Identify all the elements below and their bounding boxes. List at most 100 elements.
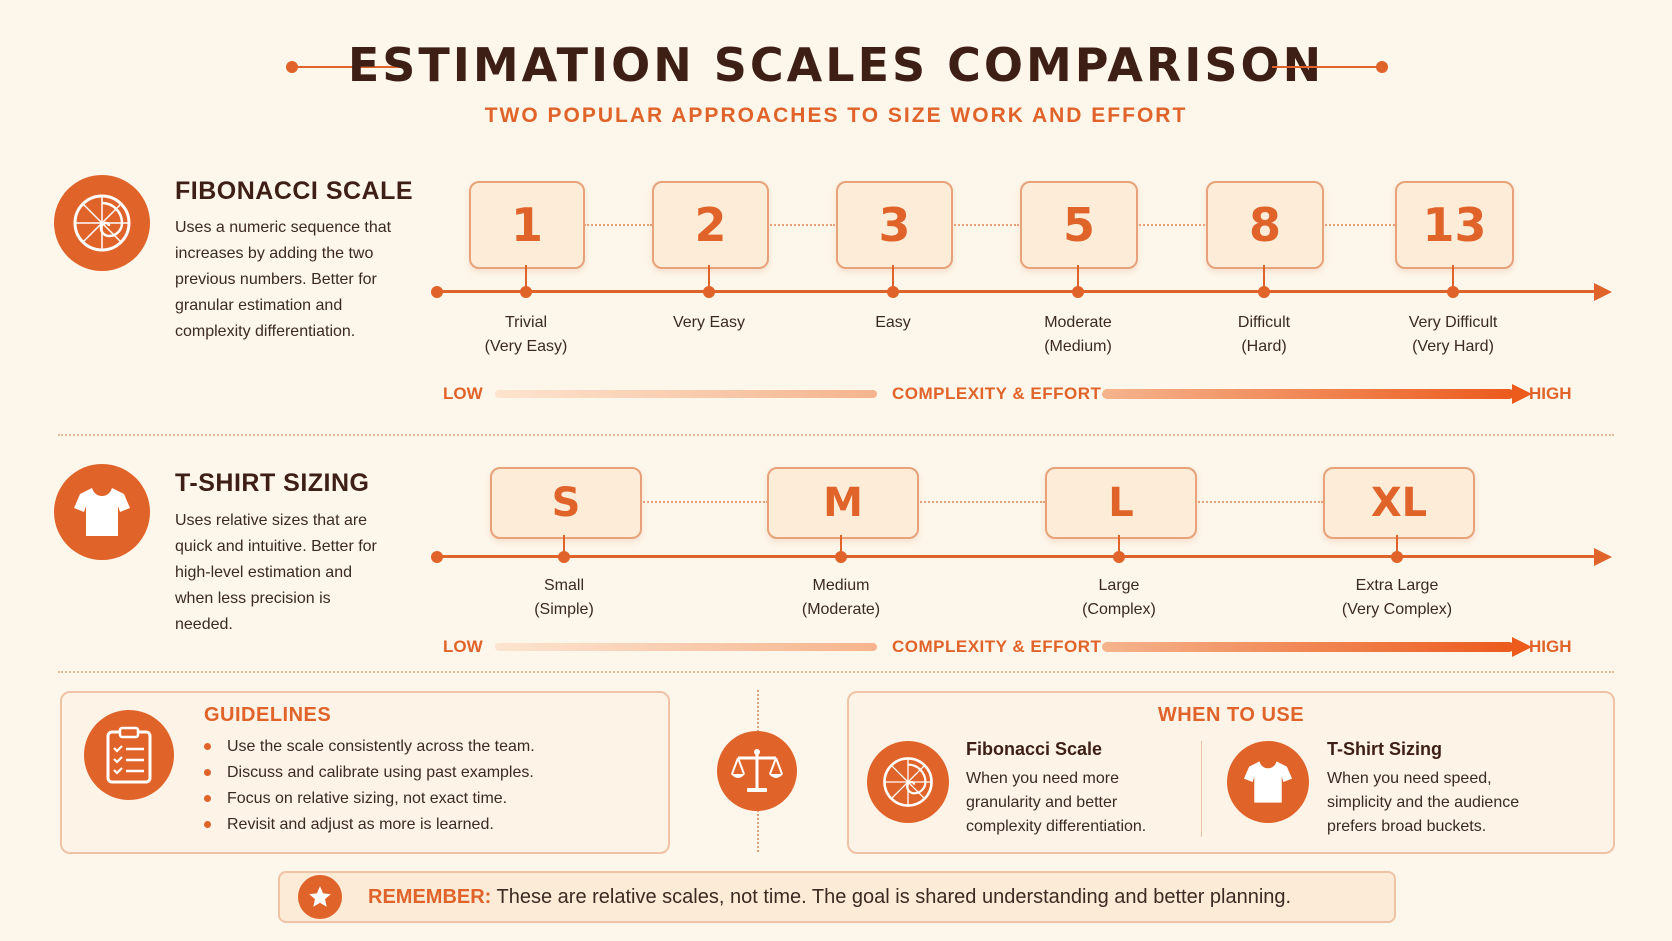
fib-tick-dot <box>887 286 899 298</box>
fib-label-13: Very Difficult (Very Hard) <box>1363 311 1543 359</box>
fib-label-2-line1: Very Easy <box>672 314 746 331</box>
tshirt-stem <box>840 535 842 555</box>
when-fibonacci-title: Fibonacci Scale <box>966 739 1103 759</box>
tshirt-description: Uses relative sizes that are quick and i… <box>175 512 377 633</box>
page-title: ESTIMATION SCALES COMPARISON <box>347 38 1325 92</box>
fibonacci-description: Uses a numeric sequence that increases b… <box>175 219 392 340</box>
remember-message: These are relative scales, not time. The… <box>491 885 1292 908</box>
guidelines-list: Use the scale consistently across the te… <box>204 734 535 837</box>
tshirt-gradient-arrow <box>1512 637 1532 657</box>
tshirt-icon <box>54 464 150 560</box>
tshirt-gradient-left <box>495 643 877 651</box>
fib-box-2: 2 <box>652 181 769 269</box>
tshirt-label-m-line1: Medium <box>812 577 870 594</box>
fib-box-5: 5 <box>1020 181 1138 269</box>
tshirt-tick-dot <box>835 551 847 563</box>
fib-tick-dot <box>1447 286 1459 298</box>
tshirt-stem <box>563 535 565 555</box>
tshirt-box-s: S <box>490 467 642 539</box>
fib-stem <box>1077 265 1079 290</box>
fib-stem <box>1452 265 1454 290</box>
fib-connector <box>584 224 652 226</box>
when-tshirt-title: T-Shirt Sizing <box>1327 739 1442 759</box>
guideline-item: Discuss and calibrate using past example… <box>204 760 535 785</box>
tshirt-label-m-line2: (Moderate) <box>801 601 881 618</box>
tshirt-title: T-SHIRT SIZING <box>175 469 370 497</box>
tshirt-axis-arrow <box>1594 548 1612 566</box>
balance-scale-icon <box>717 731 797 811</box>
tshirt-tick-dot <box>1391 551 1403 563</box>
bullet-dot <box>204 743 211 750</box>
fib-gradient-arrow <box>1512 384 1532 404</box>
remember-key: REMEMBER: <box>368 885 492 908</box>
fib-gradient-right <box>1102 389 1514 399</box>
guideline-item: Focus on relative sizing, not exact time… <box>204 786 535 811</box>
bullet-dot <box>204 821 211 828</box>
guideline-text: Focus on relative sizing, not exact time… <box>227 789 508 807</box>
tshirt-label-xl: Extra Large (Very Complex) <box>1307 574 1487 622</box>
fib-stem <box>525 265 527 290</box>
fib-low-label: LOW <box>443 384 483 403</box>
fibonacci-axis-arrow <box>1594 283 1612 301</box>
tshirt-complexity-label: COMPLEXITY & EFFORT <box>892 637 1102 656</box>
fib-connector <box>767 224 835 226</box>
clipboard-checklist-icon <box>84 710 174 800</box>
fib-tick-dot <box>703 286 715 298</box>
fib-high-label: HIGH <box>1529 384 1572 403</box>
title-right-dot <box>1376 61 1388 73</box>
fib-label-8-line1: Difficult <box>1237 314 1291 331</box>
fibonacci-spiral-icon <box>54 175 150 271</box>
when-to-use-divider <box>1201 741 1202 837</box>
tshirt-label-l-line1: Large <box>1098 577 1140 594</box>
bullet-dot <box>204 769 211 776</box>
tshirt-box-xl: XL <box>1323 467 1475 539</box>
fib-label-5-line1: Moderate <box>1044 314 1112 331</box>
tshirt-label-l-line2: (Complex) <box>1082 601 1156 618</box>
tshirt-label-s: Small (Simple) <box>474 574 654 622</box>
fib-box-13: 13 <box>1395 181 1514 269</box>
remember-text: REMEMBER: These are relative scales, not… <box>368 886 1291 909</box>
fib-label-5: Moderate (Medium) <box>988 311 1168 359</box>
fib-label-8-line2: (Hard) <box>1241 338 1287 355</box>
guideline-item: Revisit and adjust as more is learned. <box>204 812 535 837</box>
tshirt-connector <box>917 501 1045 503</box>
tshirt-low-label: LOW <box>443 637 483 656</box>
when-fibonacci-description: When you need more granularity and bette… <box>966 770 1147 835</box>
guideline-text: Revisit and adjust as more is learned. <box>227 815 494 833</box>
tshirt-connector <box>640 501 768 503</box>
tshirt-high-label: HIGH <box>1529 637 1572 656</box>
fib-label-1-line1: Trivial <box>504 314 548 331</box>
fib-box-1: 1 <box>469 181 585 269</box>
tshirt-stem <box>1118 535 1120 555</box>
guideline-text: Discuss and calibrate using past example… <box>227 763 534 781</box>
fib-tick-dot <box>1072 286 1084 298</box>
fib-label-3-line1: Easy <box>875 314 911 331</box>
when-to-use-title: WHEN TO USE <box>1157 704 1305 726</box>
guideline-item: Use the scale consistently across the te… <box>204 734 535 759</box>
tshirt-label-xl-line1: Extra Large <box>1355 577 1439 594</box>
fib-complexity-label: COMPLEXITY & EFFORT <box>892 384 1102 403</box>
tshirt-box-m: M <box>767 467 919 539</box>
guidelines-title: GUIDELINES <box>204 704 332 726</box>
tshirt-tick-dot <box>1113 551 1125 563</box>
fib-label-13-line1: Very Difficult <box>1408 314 1498 331</box>
tshirt-label-m: Medium (Moderate) <box>751 574 931 622</box>
fib-box-3: 3 <box>836 181 953 269</box>
fib-stem <box>892 265 894 290</box>
tshirt-gradient-right <box>1102 642 1514 652</box>
section-divider <box>58 434 1614 436</box>
fib-label-1-line2: (Very Easy) <box>484 338 568 355</box>
fib-tick-dot <box>1258 286 1270 298</box>
tshirt-tick-dot <box>558 551 570 563</box>
fib-label-2: Very Easy <box>619 311 799 335</box>
fib-label-5-line2: (Medium) <box>1044 338 1112 355</box>
fib-label-8: Difficult (Hard) <box>1174 311 1354 359</box>
star-icon <box>298 875 342 919</box>
fibonacci-axis-line <box>437 290 1597 293</box>
fib-gradient-left <box>495 390 877 398</box>
fib-connector <box>1321 224 1395 226</box>
section-divider <box>58 671 1614 673</box>
fibonacci-spiral-icon <box>867 741 949 823</box>
tshirt-axis-line <box>437 555 1597 558</box>
when-tshirt-description: When you need speed, simplicity and the … <box>1327 770 1520 835</box>
